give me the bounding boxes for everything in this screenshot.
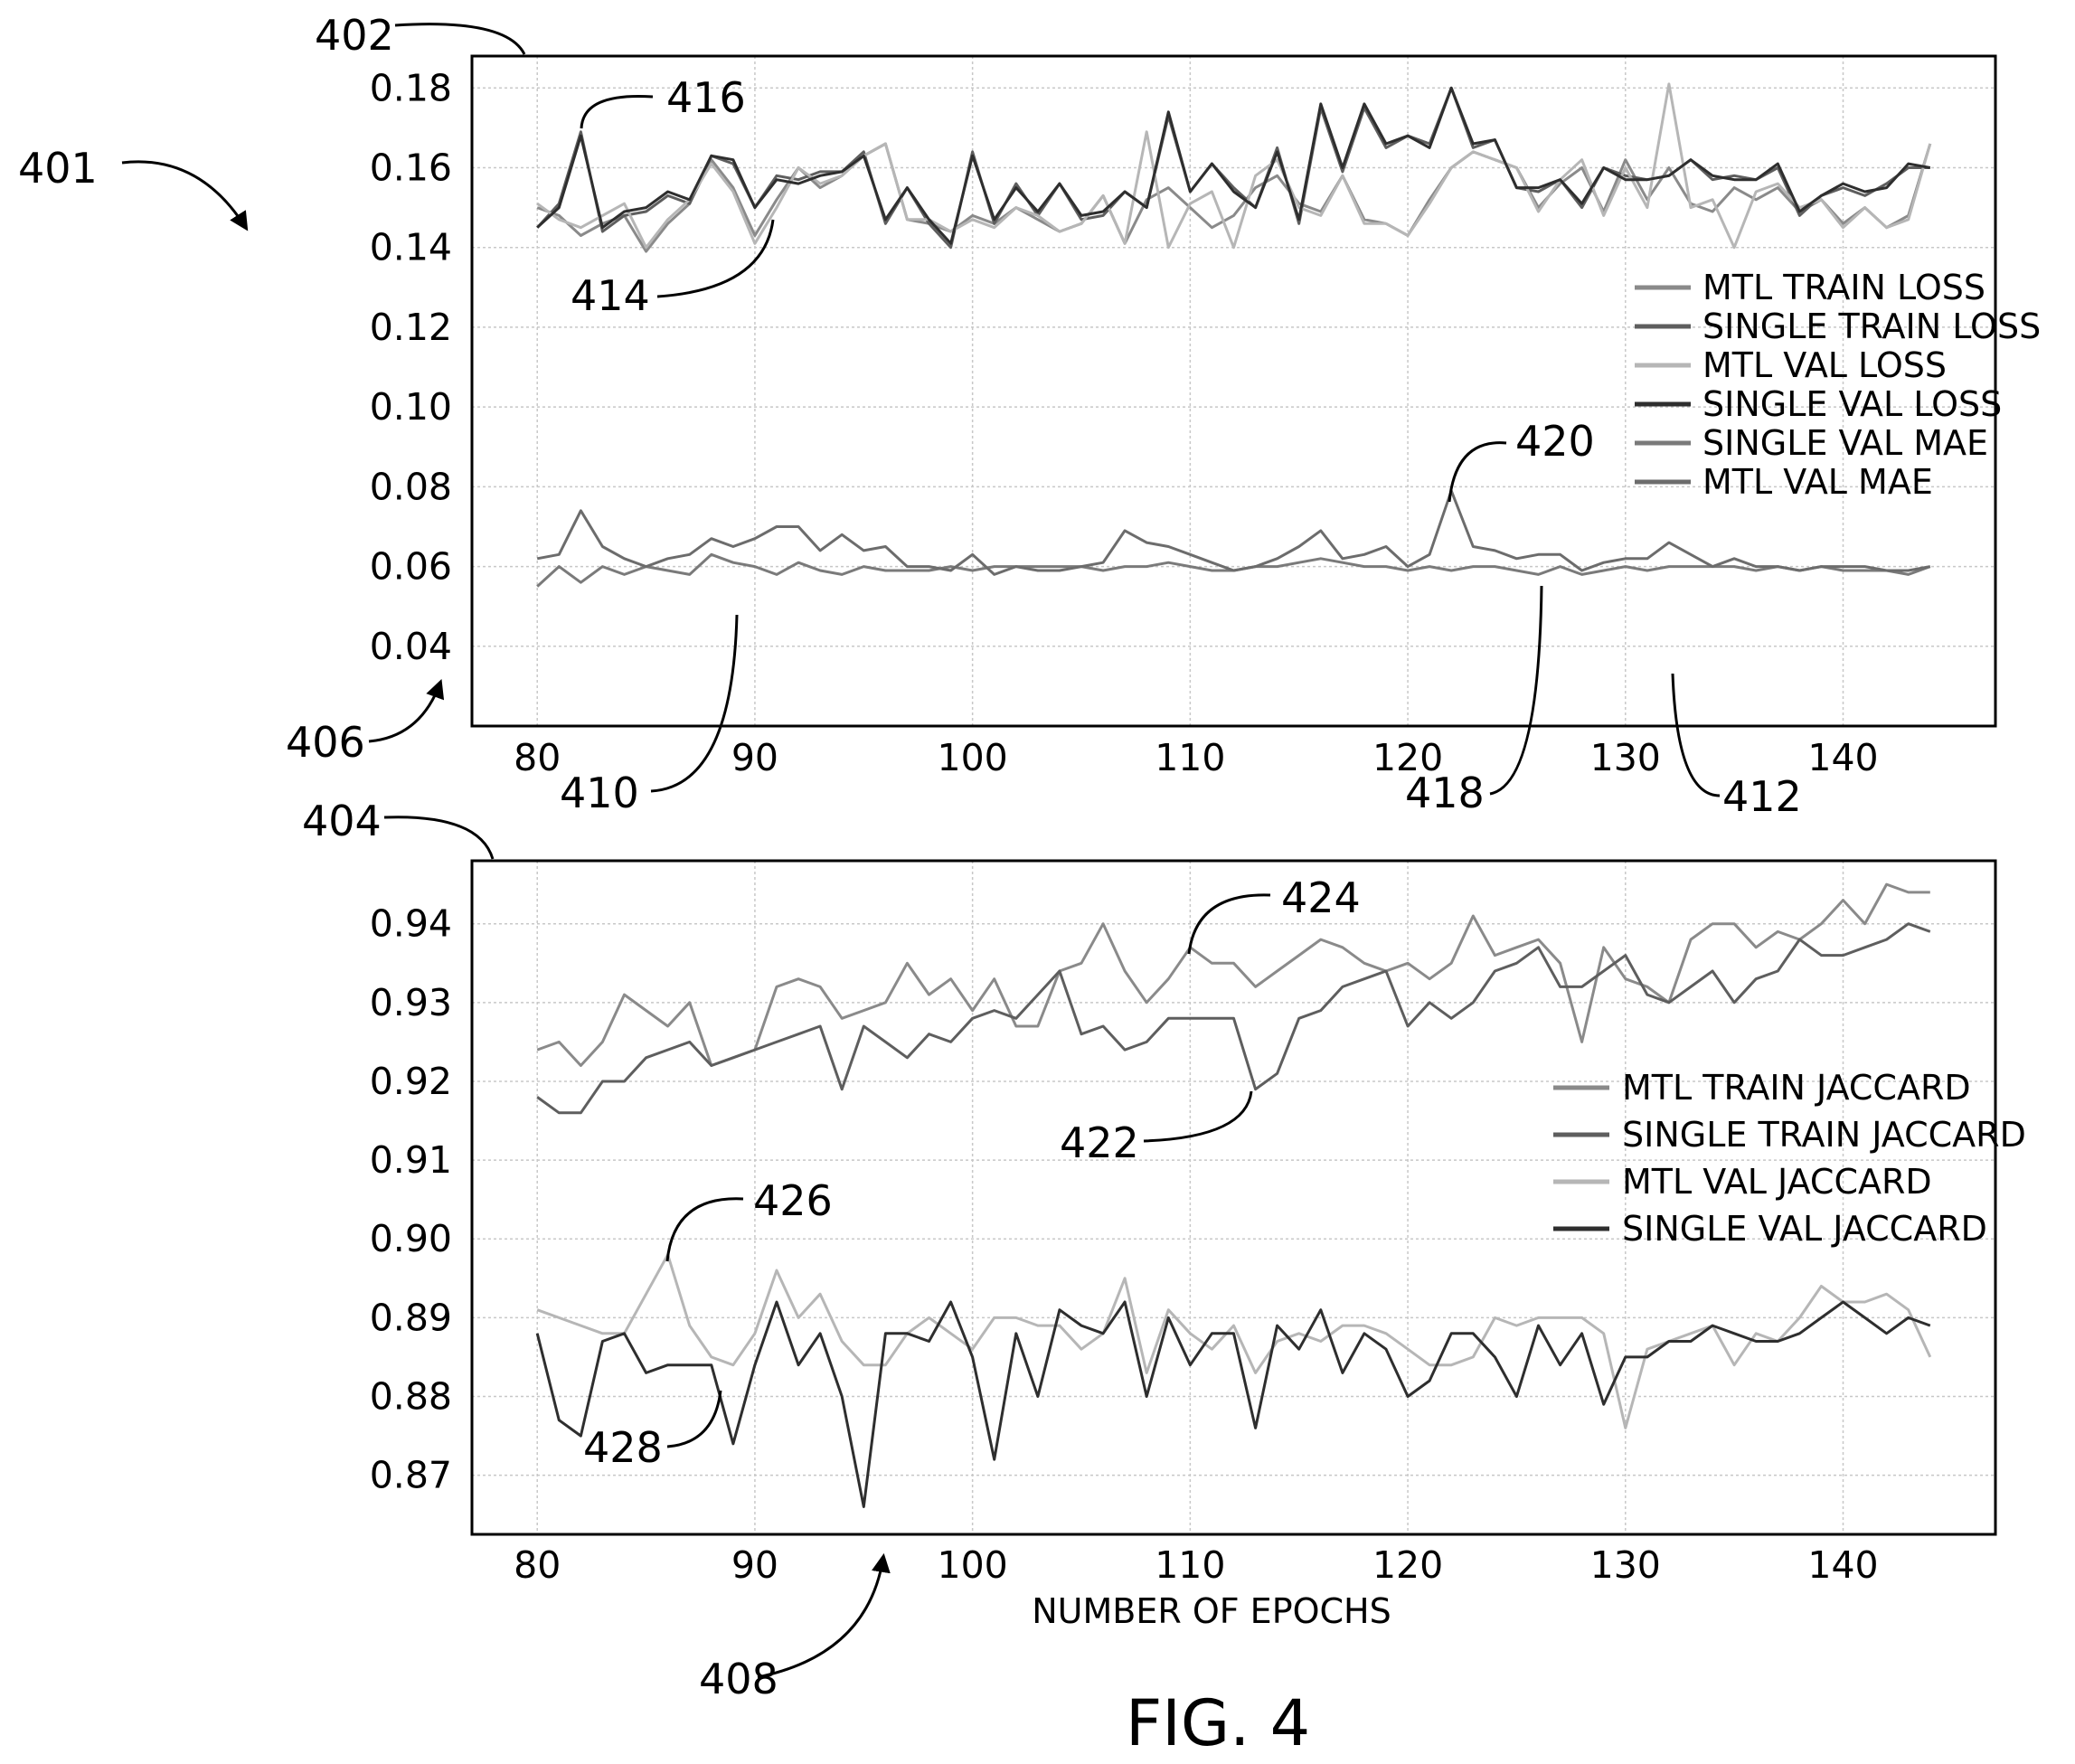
jaccard-chart-grid xyxy=(472,861,1995,1534)
x-tick-label: 80 xyxy=(514,1543,561,1587)
x-tick-label: 130 xyxy=(1590,1543,1661,1587)
ref-420: 420 xyxy=(1515,417,1595,466)
x-tick-label: 130 xyxy=(1590,736,1661,779)
ref-416: 416 xyxy=(666,73,746,122)
x-tick-label: 110 xyxy=(1155,736,1225,779)
y-tick-label: 0.88 xyxy=(370,1375,452,1419)
y-tick-label: 0.04 xyxy=(370,625,452,668)
legend-label: SINGLE TRAIN JACCARD xyxy=(1622,1115,2026,1155)
x-tick-label: 120 xyxy=(1372,736,1443,779)
ref-414: 414 xyxy=(571,271,650,320)
y-tick-label: 0.93 xyxy=(370,981,452,1024)
leader-412 xyxy=(1671,673,1721,797)
reference-numerals: 401 402 404 406 408 410 412 414 416 418 … xyxy=(18,11,1802,1703)
y-tick-label: 0.14 xyxy=(370,226,452,269)
leader-414 xyxy=(656,219,775,298)
x-tick-label: 140 xyxy=(1807,1543,1878,1587)
legend-label: MTL VAL LOSS xyxy=(1702,345,1947,385)
ref-426: 426 xyxy=(753,1176,833,1225)
x-axis-label: NUMBER OF EPOCHS xyxy=(1032,1591,1391,1631)
ref-406: 406 xyxy=(286,718,365,767)
x-tick-label: 140 xyxy=(1807,736,1878,779)
jaccard-chart-frame xyxy=(470,859,1997,1536)
y-tick-label: 0.92 xyxy=(370,1060,452,1103)
leader-410 xyxy=(650,614,739,793)
legend-label: MTL TRAIN LOSS xyxy=(1702,268,1985,307)
leader-404 xyxy=(383,816,495,860)
legend-label: MTL VAL MAE xyxy=(1702,462,1933,502)
leader-428 xyxy=(666,1390,722,1448)
x-tick-label: 90 xyxy=(731,736,778,779)
leader-420 xyxy=(1448,441,1507,503)
x-tick-label: 90 xyxy=(731,1543,778,1587)
loss-chart-ticks: 80 90 100 110 120 130 140 0.04 0.06 0.08 0.10 0.12 0… xyxy=(370,66,1879,779)
series-line xyxy=(535,1300,1931,1508)
y-tick-label: 0.12 xyxy=(370,306,452,349)
y-tick-label: 0.06 xyxy=(370,545,452,589)
ref-424: 424 xyxy=(1281,873,1361,922)
leader-402 xyxy=(394,23,526,55)
loss-chart-frame xyxy=(470,54,1997,728)
y-tick-label: 0.16 xyxy=(370,146,452,190)
y-tick-label: 0.90 xyxy=(370,1217,452,1260)
leader-406 xyxy=(368,679,445,743)
legend-label: MTL VAL JACCARD xyxy=(1622,1162,1932,1202)
leader-422 xyxy=(1143,1090,1253,1143)
jaccard-chart-series xyxy=(535,882,1932,1508)
jaccard-chart: 80 90 100 110 120 130 140 0.87 0.88 0.89 0.90 0.91 0… xyxy=(370,859,2026,1631)
y-tick-label: 0.89 xyxy=(370,1296,452,1339)
loss-chart-series xyxy=(536,82,1932,588)
x-tick-label: 80 xyxy=(514,736,561,779)
ref-402: 402 xyxy=(315,11,394,60)
leader-426 xyxy=(665,1197,744,1262)
y-tick-label: 0.08 xyxy=(370,465,452,508)
ref-422: 422 xyxy=(1060,1118,1139,1167)
leader-424 xyxy=(1187,893,1271,955)
legend-label: MTL TRAIN JACCARD xyxy=(1622,1068,1971,1108)
ref-410: 410 xyxy=(560,769,639,817)
series-line xyxy=(536,489,1931,576)
jaccard-chart-ticks: 80 90 100 110 120 130 140 0.87 0.88 0.89 0.90 0.91 0… xyxy=(370,902,1879,1587)
leader-418 xyxy=(1489,585,1543,796)
figure-caption: FIG. 4 xyxy=(1126,1686,1310,1760)
leader-401 xyxy=(121,160,249,231)
ref-401: 401 xyxy=(18,144,98,193)
leader-408 xyxy=(757,1552,891,1679)
loss-chart: 80 90 100 110 120 130 140 0.04 0.06 0.08 0.10 0.12 0… xyxy=(370,54,2041,779)
y-tick-label: 0.18 xyxy=(370,66,452,109)
y-tick-label: 0.87 xyxy=(370,1454,452,1497)
series-line xyxy=(536,1253,1932,1429)
x-tick-label: 100 xyxy=(938,736,1008,779)
jaccard-chart-legend: MTL TRAIN JACCARD SINGLE TRAIN JACCARD MTL… xyxy=(1553,1068,2026,1249)
series-line xyxy=(536,82,1932,250)
y-tick-label: 0.91 xyxy=(370,1138,452,1182)
ref-428: 428 xyxy=(583,1423,663,1472)
legend-label: SINGLE TRAIN LOSS xyxy=(1702,307,2041,346)
leader-416 xyxy=(580,94,654,129)
x-tick-label: 120 xyxy=(1372,1543,1443,1587)
y-tick-label: 0.10 xyxy=(370,385,452,429)
reference-leaders xyxy=(121,23,1721,1679)
ref-404: 404 xyxy=(302,797,382,845)
ref-418: 418 xyxy=(1405,769,1485,817)
y-tick-label: 0.94 xyxy=(370,902,452,946)
ref-412: 412 xyxy=(1722,772,1802,821)
legend-label: SINGLE VAL MAE xyxy=(1702,423,1988,463)
series-line xyxy=(536,142,1932,253)
series-line xyxy=(536,882,1930,1067)
x-tick-label: 110 xyxy=(1155,1543,1225,1587)
series-line xyxy=(536,922,1931,1115)
legend-label: SINGLE VAL JACCARD xyxy=(1622,1209,1987,1249)
ref-408: 408 xyxy=(699,1655,778,1703)
legend-label: SINGLE VAL LOSS xyxy=(1702,384,2002,424)
x-tick-label: 100 xyxy=(938,1543,1008,1587)
series-line xyxy=(536,86,1931,245)
